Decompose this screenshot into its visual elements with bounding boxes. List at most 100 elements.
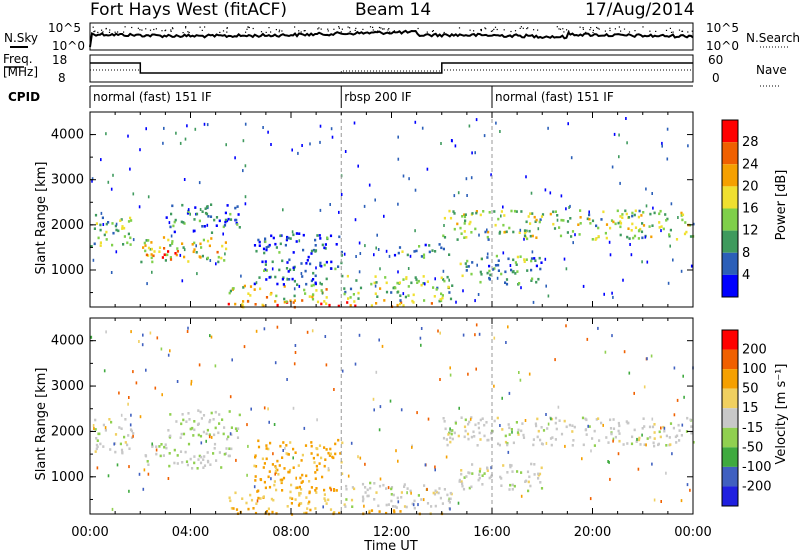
- rti-cell: [450, 432, 453, 436]
- noise-search-point: [493, 28, 495, 30]
- rti-cell: [373, 498, 376, 501]
- rti-cell: [662, 227, 665, 231]
- rti-cell: [225, 247, 228, 251]
- rti-cell: [532, 438, 535, 441]
- rti-cell: [160, 443, 163, 446]
- rti-cell: [640, 230, 644, 234]
- rti-cell: [444, 427, 447, 431]
- rti-cell: [460, 232, 463, 235]
- rti-cell: [353, 487, 356, 491]
- rti-cell: [584, 428, 588, 431]
- rti-cell: [340, 250, 343, 254]
- rti-cell: [433, 295, 436, 298]
- noise-search-point: [568, 30, 570, 32]
- rti-cell: [479, 467, 482, 471]
- rti-cell: [225, 447, 228, 450]
- rti-noise-cell: [270, 477, 272, 481]
- rti-noise-cell: [115, 222, 118, 226]
- velocity-colorbar-label: Velocity [m s⁻¹]: [774, 364, 789, 465]
- rti-noise-cell: [333, 388, 335, 391]
- rti-cell: [463, 236, 466, 239]
- rti-cell: [202, 430, 205, 434]
- rti-cell: [504, 434, 507, 438]
- rti-cell: [529, 484, 532, 488]
- freq-trace: [90, 62, 693, 74]
- rti-cell: [453, 212, 456, 215]
- rti-noise-cell: [215, 262, 217, 266]
- noise-search-point: [354, 29, 356, 31]
- rti-cell: [364, 486, 367, 489]
- rti-cell: [282, 476, 286, 480]
- rti-cell: [439, 496, 442, 500]
- rti-cell: [415, 278, 418, 281]
- noise-search-point: [170, 30, 172, 32]
- rti-cell: [684, 221, 687, 224]
- rti-noise-cell: [309, 142, 311, 146]
- rti-cell: [293, 294, 296, 298]
- rti-noise-cell: [554, 358, 556, 362]
- rti-cell: [95, 443, 98, 447]
- rti-cell: [313, 461, 316, 464]
- rti-noise-cell: [645, 187, 647, 191]
- rti-noise-cell: [449, 366, 451, 370]
- rti-cell: [262, 247, 266, 251]
- rti-cell: [202, 466, 205, 469]
- rti-noise-cell: [402, 174, 405, 178]
- rti-cell: [471, 261, 474, 264]
- rti-cell: [223, 452, 226, 456]
- rti-noise-cell: [406, 491, 408, 495]
- rti-noise-cell: [505, 341, 507, 344]
- rti-noise-cell: [525, 175, 527, 179]
- rti-cell: [258, 244, 261, 247]
- rti-cell: [484, 230, 487, 234]
- rti-noise-cell: [294, 351, 297, 354]
- rti-cell: [522, 436, 526, 439]
- rti-cell: [653, 437, 656, 440]
- rti-cell: [461, 215, 464, 218]
- rti-cell: [349, 304, 352, 307]
- rti-cell: [312, 283, 315, 287]
- rti-cell: [150, 253, 153, 256]
- rti-noise-cell: [354, 218, 357, 222]
- rti-cell: [530, 279, 533, 282]
- noise-search-point: [93, 31, 95, 33]
- noise-search-point: [318, 27, 320, 29]
- rti-cell: [289, 237, 292, 240]
- rti-cell: [634, 226, 638, 229]
- noise-search-point: [341, 28, 343, 30]
- rti-cell: [588, 213, 591, 217]
- rti-cell: [320, 302, 323, 306]
- rti-cell: [446, 443, 449, 447]
- colorbar-tick-label: -15: [742, 421, 763, 436]
- rti-cell: [525, 258, 528, 261]
- rti-cell: [398, 246, 402, 249]
- rti-cell: [619, 215, 622, 218]
- rti-noise-cell: [383, 214, 385, 218]
- colorbar-swatch: [722, 208, 738, 231]
- rti-cell: [103, 233, 106, 237]
- rti-cell: [471, 212, 474, 215]
- rti-noise-cell: [564, 444, 566, 448]
- rti-cell: [440, 299, 443, 303]
- rti-cell: [690, 431, 693, 435]
- rti-noise-cell: [206, 123, 209, 127]
- noise-search-point: [338, 27, 340, 29]
- rti-cell: [350, 498, 354, 502]
- rti-cell: [197, 409, 200, 412]
- rti-cell: [461, 484, 464, 488]
- rti-cell: [238, 226, 241, 229]
- rti-cell: [440, 276, 443, 280]
- rti-cell: [172, 224, 175, 228]
- rti-cell: [325, 288, 328, 291]
- rti-noise-cell: [520, 286, 522, 290]
- rti-noise-cell: [112, 173, 114, 177]
- rti-cell: [309, 508, 312, 512]
- rti-noise-cell: [588, 210, 590, 214]
- rti-noise-cell: [273, 423, 276, 426]
- rti-cell: [505, 278, 509, 281]
- rti-cell: [523, 234, 527, 237]
- rti-noise-cell: [340, 193, 343, 196]
- rti-noise-cell: [427, 417, 430, 421]
- rti-cell: [551, 436, 554, 439]
- rti-cell: [210, 411, 213, 415]
